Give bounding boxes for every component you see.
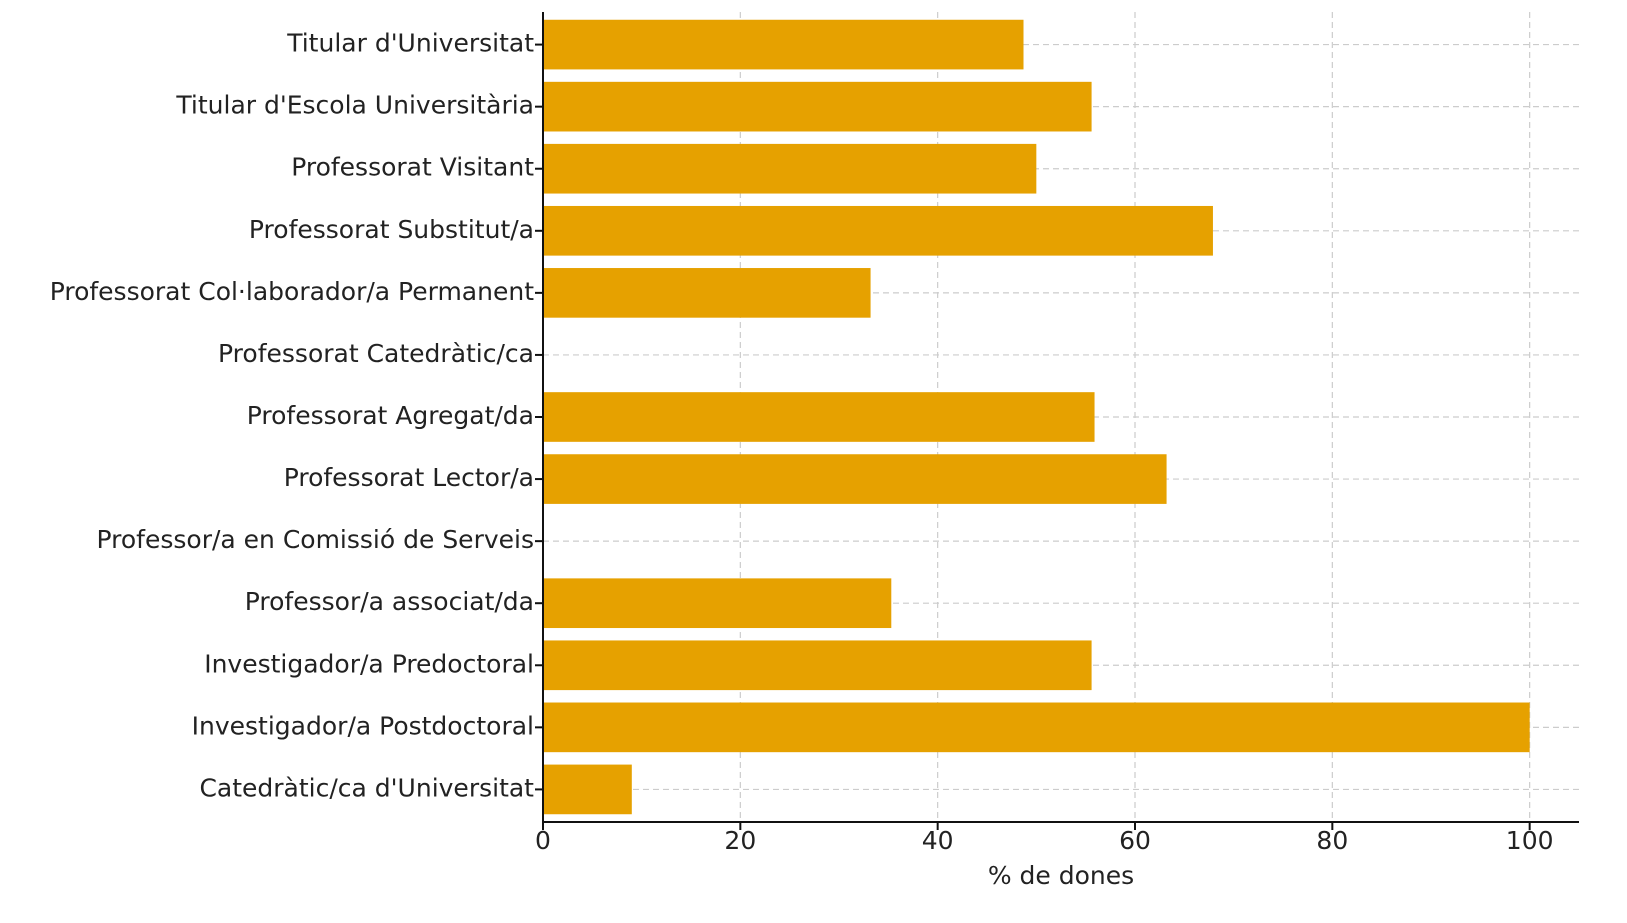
x-axis-label: % de dones [988, 861, 1134, 890]
bar [543, 205, 1213, 256]
x-tick-label: 0 [535, 826, 551, 855]
y-tick-label: Catedràtic/ca d'Universitat [199, 773, 534, 802]
bar [543, 764, 632, 815]
bar [543, 392, 1095, 442]
x-tick-label: 40 [922, 826, 954, 855]
x-tick-label: 80 [1316, 826, 1348, 855]
bar [543, 578, 892, 629]
y-tick-label: Investigador/a Predoctoral [204, 649, 534, 678]
bar [543, 268, 871, 318]
y-tick-label: Professorat Substitut/a [249, 215, 534, 244]
bar [543, 19, 1024, 70]
y-tick-label: Professorat Visitant [291, 153, 534, 182]
y-tick-label: Investigador/a Postdoctoral [192, 711, 534, 740]
y-tick-label: Titular d'Escola Universitària [175, 91, 534, 120]
bar [543, 702, 1530, 753]
y-tick-label: Professorat Col·laborador/a Permanent [50, 277, 534, 306]
x-tick-label: 60 [1119, 826, 1151, 855]
x-tick-label: 100 [1506, 826, 1554, 855]
y-tick-label: Professorat Agregat/da [247, 401, 534, 430]
y-tick-label: Professor/a en Comissió de Serveis [97, 525, 535, 554]
bar [543, 454, 1167, 504]
bar [543, 640, 1092, 691]
x-tick-label: 20 [724, 826, 756, 855]
y-tick-label: Professorat Lector/a [284, 463, 534, 492]
bar [543, 81, 1092, 132]
y-tick-label: Professor/a associat/da [245, 587, 534, 616]
bar [543, 143, 1037, 194]
y-tick-label: Professorat Catedràtic/ca [218, 339, 534, 368]
y-tick-label: Titular d'Universitat [286, 29, 534, 58]
